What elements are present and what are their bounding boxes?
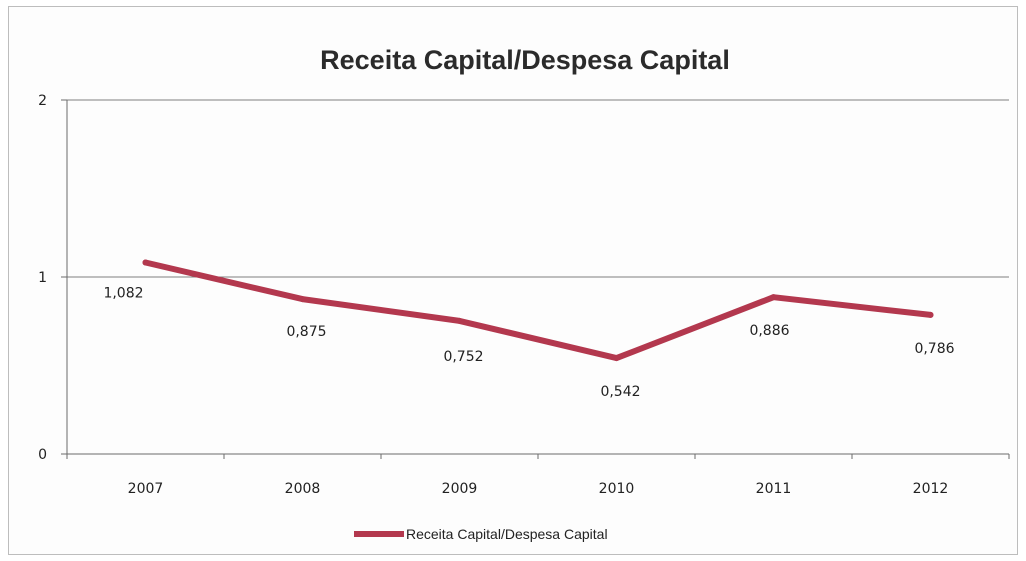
x-tick-label: 2009 bbox=[442, 481, 478, 497]
data-point bbox=[613, 355, 620, 362]
y-tick-label: 1 bbox=[38, 270, 47, 286]
data-label: 0,886 bbox=[749, 323, 789, 339]
data-label: 1,082 bbox=[103, 285, 143, 301]
line-chart: Receita Capital/Despesa Capital 0 1 2 2007 2… bbox=[38, 45, 1010, 542]
x-tick-label: 2011 bbox=[756, 481, 792, 497]
x-tick-label: 2008 bbox=[285, 481, 321, 497]
data-point bbox=[456, 317, 463, 324]
y-tick-label: 2 bbox=[38, 93, 47, 109]
data-point bbox=[142, 259, 149, 266]
data-point bbox=[770, 294, 777, 301]
legend: Receita Capital/Despesa Capital bbox=[354, 526, 608, 542]
x-tick-label: 2010 bbox=[599, 481, 635, 497]
series-line bbox=[142, 259, 934, 362]
x-tick-label: 2007 bbox=[128, 481, 164, 497]
y-tick-label: 0 bbox=[38, 447, 47, 463]
data-label: 0,786 bbox=[914, 341, 954, 357]
axes: 0 1 2 2007 2008 2009 2010 2011 2012 bbox=[38, 93, 1010, 497]
data-label: 0,542 bbox=[600, 384, 640, 400]
chart-title: Receita Capital/Despesa Capital bbox=[320, 45, 730, 75]
series-layer bbox=[142, 259, 934, 362]
data-point bbox=[299, 296, 306, 303]
data-point bbox=[927, 311, 934, 318]
data-label: 0,752 bbox=[443, 349, 483, 365]
legend-label: Receita Capital/Despesa Capital bbox=[406, 526, 608, 542]
gridlines bbox=[67, 99, 1009, 278]
chart-container: Receita Capital/Despesa Capital 0 1 2 2007 2… bbox=[8, 6, 1018, 555]
data-labels: 1,082 0,875 0,752 0,542 0,886 0,786 bbox=[103, 285, 954, 400]
x-tick-label: 2012 bbox=[913, 481, 949, 497]
data-label: 0,875 bbox=[286, 324, 326, 340]
